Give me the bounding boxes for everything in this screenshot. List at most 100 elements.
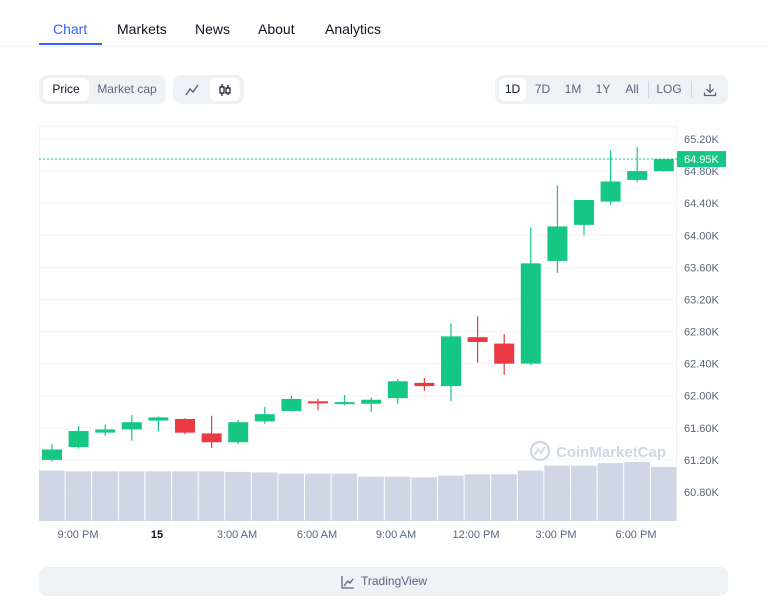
y-tick-label: 61.20K [684, 455, 720, 467]
y-tick-label: 62.40K [684, 359, 720, 371]
candle-body [68, 431, 89, 448]
chart-line-icon [341, 576, 354, 589]
volume-bar [544, 465, 570, 521]
y-tick-label: 60.80K [684, 487, 720, 499]
tab-bar [0, 0, 768, 47]
candle-body [414, 382, 435, 387]
x-tick-label: 6:00 PM [616, 529, 657, 541]
volume-bar [650, 466, 677, 521]
volume-bar [145, 471, 171, 521]
candle-body [148, 417, 169, 421]
candle-body [334, 402, 355, 405]
volume-bar [225, 471, 251, 521]
y-tick-label: 65.20K [684, 134, 720, 146]
price-button[interactable]: Price [43, 78, 89, 101]
current-price-badge [677, 151, 726, 168]
volume-bar [491, 474, 517, 521]
candle-body [441, 336, 461, 387]
candle-body [361, 399, 382, 404]
tab-news[interactable]: News [195, 21, 231, 37]
x-tick-label: 3:00 AM [217, 529, 257, 541]
tradingview-label: TradingView [361, 574, 428, 588]
price-chart: 65.20K 64.80K 64.40K 64.00K 63.60K 63.20K 62.8… [39, 134, 726, 541]
candle-body [574, 199, 594, 225]
coinmarketcap-logo [529, 440, 551, 462]
y-tick-label: 62.80K [684, 327, 720, 339]
candle-body [387, 381, 408, 399]
y-tick-label: 62.00K [684, 391, 720, 403]
volume-bar [278, 473, 304, 521]
tab-markets[interactable]: Markets [117, 21, 167, 37]
candle-body [201, 433, 222, 443]
volume-bar [438, 475, 464, 521]
x-tick-label: 3:00 PM [536, 529, 577, 541]
tradingview-button[interactable]: TradingView [39, 567, 728, 596]
candle-body [228, 422, 249, 443]
y-tick-label: 64.00K [684, 230, 720, 242]
candle-body [175, 418, 195, 433]
tab-about[interactable]: About [258, 21, 295, 37]
volume-bar [118, 471, 145, 521]
x-tick-label: 12:00 PM [452, 529, 499, 541]
candle-body [281, 398, 302, 411]
chart-plot-area[interactable] [39, 126, 677, 521]
candle-body [308, 401, 328, 404]
volume-bar [358, 476, 384, 521]
line-chart-button[interactable] [177, 78, 207, 101]
chart-type-toggle: Price Market cap [39, 75, 166, 104]
candle-body [42, 449, 62, 460]
range-1m-button[interactable]: 1M [564, 82, 582, 96]
candle-body [627, 171, 648, 180]
candle-body [547, 226, 568, 261]
y-tick-label: 61.60K [684, 423, 720, 435]
volume-bar [464, 474, 491, 521]
range-1y-button[interactable]: 1Y [595, 82, 611, 96]
toolbar-divider [648, 81, 649, 98]
y-tick-label: 63.60K [684, 262, 720, 274]
volume-bar [517, 470, 544, 521]
volume-bar [92, 471, 118, 521]
y-tick-label: 63.20K [684, 294, 720, 306]
x-tick-label: 15 [151, 529, 163, 541]
volume-bar [624, 462, 650, 521]
chart-style-toggle [173, 75, 244, 104]
current-price-label: 64.95K [684, 154, 720, 166]
candle-body [467, 337, 488, 342]
tab-analytics[interactable]: Analytics [325, 21, 382, 37]
candle-body [95, 429, 116, 433]
y-tick-label: 64.80K [684, 166, 720, 178]
candlestick-icon [219, 84, 231, 96]
download-icon [703, 84, 717, 97]
volume-bar [39, 470, 65, 521]
volume-bar [65, 471, 92, 521]
tab-chart[interactable]: Chart [53, 21, 88, 37]
volume-bar [571, 465, 597, 521]
volume-bar [172, 471, 198, 521]
volume-bar [305, 473, 331, 521]
candle-body [653, 159, 674, 172]
toolbar-divider [691, 81, 692, 98]
active-tab-indicator [39, 43, 102, 45]
volume-bar [331, 473, 358, 521]
watermark-text: CoinMarketCap [556, 444, 666, 461]
candle-body [520, 263, 541, 364]
market-cap-button[interactable]: Market cap [97, 82, 157, 96]
range-toggle: 1D 7D 1M 1Y All LOG [495, 75, 728, 104]
range-7d-button[interactable]: 7D [534, 82, 551, 96]
log-scale-button[interactable]: LOG [656, 82, 682, 96]
range-all-button[interactable]: All [625, 82, 639, 96]
y-tick-label: 64.40K [684, 198, 720, 210]
volume-bar [251, 472, 278, 521]
candle-body [121, 422, 142, 430]
candlestick-button[interactable] [210, 78, 240, 101]
volume-bar [597, 463, 624, 521]
download-button[interactable] [696, 78, 724, 101]
candle-body [494, 343, 515, 364]
x-tick-label: 6:00 AM [297, 529, 337, 541]
volume-bar [411, 477, 437, 521]
candle-body [254, 414, 275, 422]
volume-bar [198, 471, 225, 521]
x-tick-label: 9:00 AM [376, 529, 416, 541]
range-1d-button[interactable]: 1D [499, 78, 526, 101]
x-tick-label: 9:00 PM [58, 529, 99, 541]
